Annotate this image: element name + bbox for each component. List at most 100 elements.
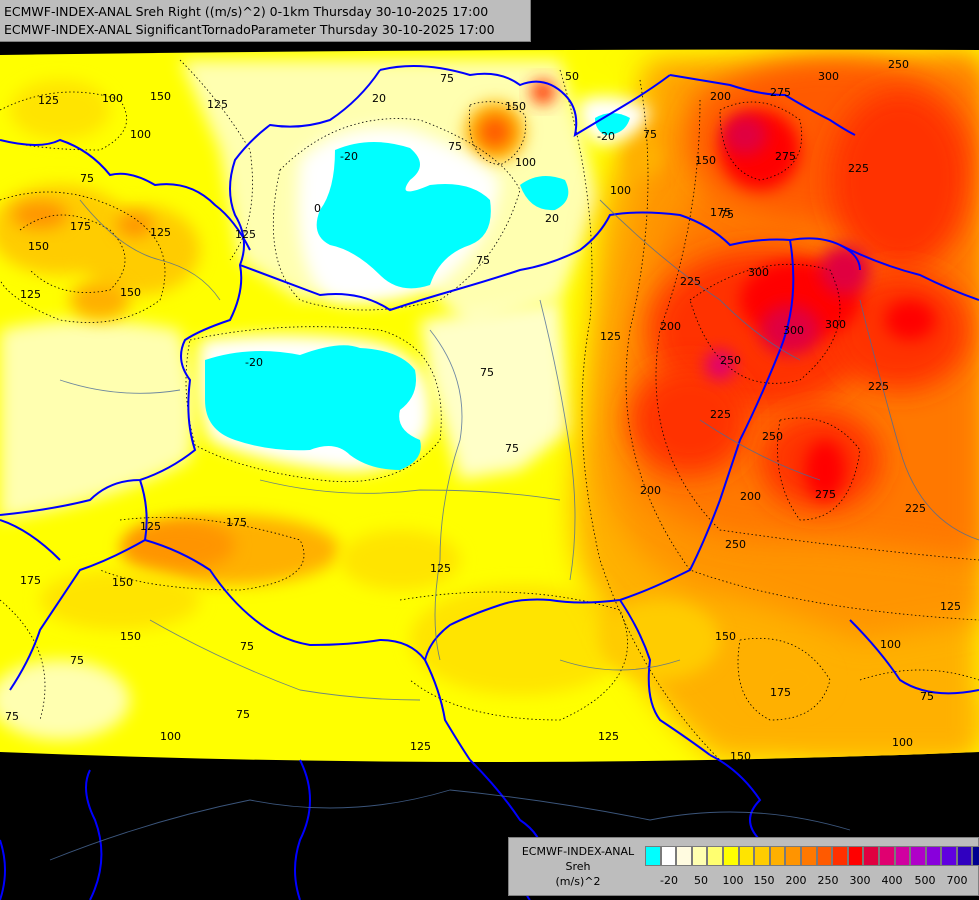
legend-swatch (847, 846, 864, 866)
legend-swatch (800, 846, 817, 866)
contour-label: 200 (660, 320, 681, 333)
contour-label: 20 (545, 212, 559, 225)
contour-label: 100 (102, 92, 123, 105)
contour-label: 75 (920, 690, 934, 703)
legend-ticks: -20 50 100 150 200 250 300 400 500 700 (645, 874, 975, 890)
contour-label: 100 (160, 730, 181, 743)
contour-label: 75 (448, 140, 462, 153)
contour-label: 175 (20, 574, 41, 587)
contour-label: 250 (888, 58, 909, 71)
legend-swatch (832, 846, 848, 866)
contour-label: 250 (720, 354, 741, 367)
contour-label: 300 (748, 266, 769, 279)
contour-label: 175 (70, 220, 91, 233)
contour-label: 75 (240, 640, 254, 653)
legend-swatch (645, 846, 661, 866)
legend-tick-label: 50 (694, 874, 708, 887)
legend-swatch (722, 846, 739, 866)
legend-swatch (925, 846, 942, 866)
contour-label: 150 (695, 154, 716, 167)
contour-label: 275 (815, 488, 836, 501)
legend-tick-label: 300 (849, 874, 871, 887)
contour-label: 200 (640, 484, 661, 497)
contour-label: 125 (410, 740, 431, 753)
contour-label: 200 (740, 490, 761, 503)
contour-label: 125 (207, 98, 228, 111)
legend-swatch (956, 846, 973, 866)
contour-label: 75 (70, 654, 84, 667)
contour-label: 100 (610, 184, 631, 197)
contour-label: 225 (868, 380, 889, 393)
country-borders (0, 65, 979, 900)
legend-swatch (785, 846, 801, 866)
legend-swatch (738, 846, 755, 866)
contour-label: 125 (600, 330, 621, 343)
legend-swatch (972, 846, 979, 866)
contour-label: 150 (715, 630, 736, 643)
legend-tick-label: 500 (914, 874, 936, 887)
legend-swatch (660, 846, 677, 866)
legend-swatch (910, 846, 926, 866)
contour-label: 100 (515, 156, 536, 169)
contour-label: 125 (235, 228, 256, 241)
legend-tick-label: 700 (946, 874, 968, 887)
contour-label: 250 (725, 538, 746, 551)
contour-label: 75 (80, 172, 94, 185)
legend-label: ECMWF-INDEX-ANAL Sreh (m/s)^2 (513, 844, 643, 889)
contour-label: 150 (28, 240, 49, 253)
contour-label: 75 (476, 254, 490, 267)
contour-label: 75 (440, 72, 454, 85)
contour-label: 225 (848, 162, 869, 175)
contour-label: 125 (38, 94, 59, 107)
contour-label: 0 (314, 202, 321, 215)
legend-model: ECMWF-INDEX-ANAL (521, 845, 635, 858)
legend-tick-label: 100 (722, 874, 744, 887)
legend-tick-label: 250 (817, 874, 839, 887)
contour-label: 175 (770, 686, 791, 699)
legend-swatch (769, 846, 786, 866)
legend-tick-label: -20 (660, 874, 678, 887)
legend-swatch (816, 846, 833, 866)
contour-label: -20 (340, 150, 358, 163)
contour-label: 125 (598, 730, 619, 743)
contour-label: 150 (120, 286, 141, 299)
contour-label: 225 (905, 502, 926, 515)
contour-label: 125 (140, 520, 161, 533)
contour-label: 150 (505, 100, 526, 113)
contour-label: 225 (710, 408, 731, 421)
legend-swatch (878, 846, 895, 866)
legend-swatch (676, 846, 692, 866)
title-line-sreh: ECMWF-INDEX-ANAL Sreh Right ((m/s)^2) 0-… (4, 4, 489, 19)
legend-tick-label: 150 (753, 874, 775, 887)
contour-label: -20 (597, 130, 615, 143)
contour-label: 150 (112, 576, 133, 589)
contour-label: 75 (480, 366, 494, 379)
title-line-stp: ECMWF-INDEX-ANAL SignificantTornadoParam… (4, 22, 495, 37)
contour-label: 20 (372, 92, 386, 105)
legend-swatch (894, 846, 911, 866)
contour-label: 300 (783, 324, 804, 337)
region-borders (49, 199, 979, 861)
contour-label: 200 (710, 90, 731, 103)
legend-tick-label: 200 (785, 874, 807, 887)
contour-label: 75 (505, 442, 519, 455)
contour-lines (0, 59, 979, 761)
legend-swatch (707, 846, 723, 866)
color-legend: ECMWF-INDEX-ANAL Sreh (m/s)^2 -20 50 100 15… (508, 837, 979, 896)
legend-tick-label: 400 (881, 874, 903, 887)
legend-unit: (m/s)^2 (555, 875, 601, 888)
contour-label: 150 (150, 90, 171, 103)
contour-label: 75 (5, 710, 19, 723)
legend-swatch (863, 846, 879, 866)
contour-label: 100 (892, 736, 913, 749)
contour-label: -20 (245, 356, 263, 369)
legend-swatch (941, 846, 957, 866)
legend-swatch (691, 846, 708, 866)
contour-label: 175 (226, 516, 247, 529)
contour-label: 150 (730, 750, 751, 763)
contour-label: 300 (825, 318, 846, 331)
contour-labels: 125 100 150 125 75 150 175 125 150 125 -… (5, 58, 961, 763)
contour-label: 75 (720, 208, 734, 221)
contour-label: 275 (770, 86, 791, 99)
